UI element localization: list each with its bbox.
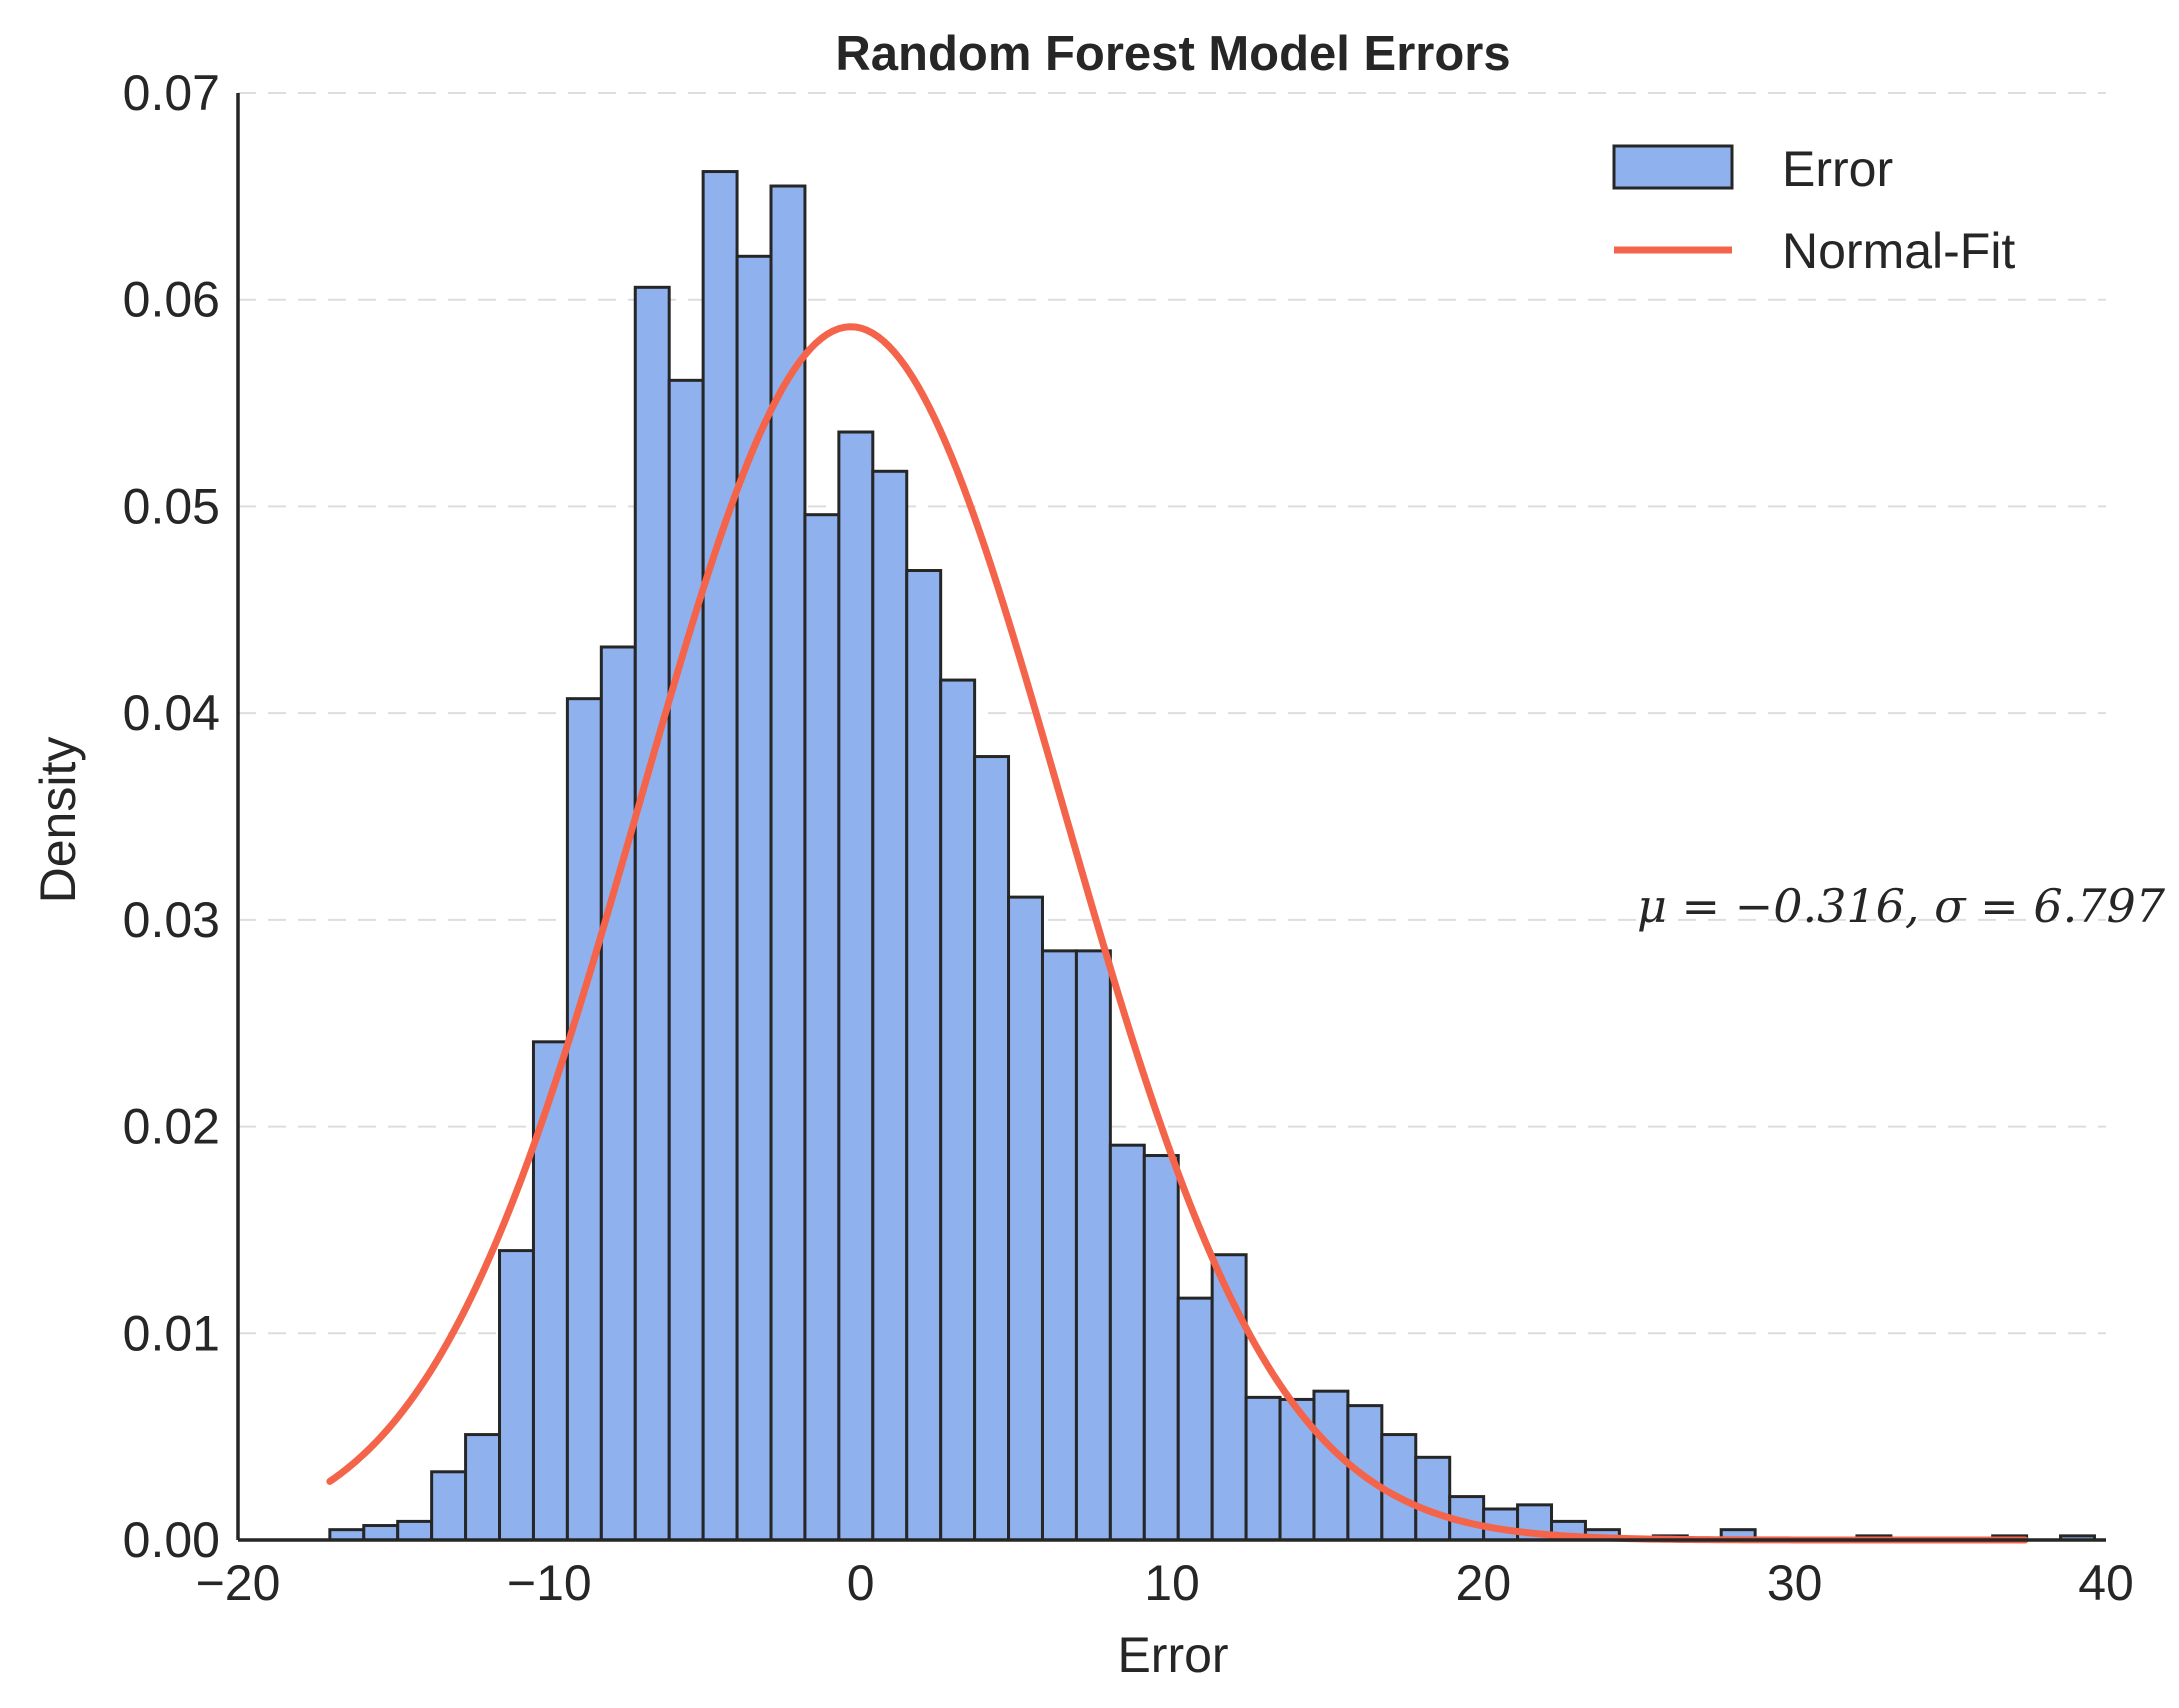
y-tick-label: 0.03 bbox=[123, 892, 220, 948]
x-tick-labels: −20 −10 0 10 20 30 40 bbox=[196, 1555, 2134, 1611]
legend-swatch-error bbox=[1612, 144, 1734, 190]
x-tick-label: 40 bbox=[2078, 1555, 2134, 1611]
histogram-bar bbox=[871, 469, 909, 1542]
y-axis-label: Density bbox=[30, 737, 86, 904]
y-tick-label: 0.02 bbox=[123, 1099, 220, 1155]
fit-parameters-annotation: μ = −0.316, σ = 6.797 bbox=[1637, 879, 2166, 933]
histogram-bar bbox=[1278, 1397, 1316, 1542]
histogram-bar bbox=[464, 1433, 502, 1542]
histogram-bar bbox=[362, 1524, 400, 1542]
x-tick-label: 10 bbox=[1144, 1555, 1200, 1611]
histogram-bar bbox=[837, 430, 875, 1542]
y-tick-label: 0.01 bbox=[123, 1305, 220, 1361]
histogram-bar bbox=[1007, 895, 1044, 1542]
histogram-bar bbox=[769, 184, 807, 1542]
y-tick-label: 0.04 bbox=[123, 685, 220, 741]
histogram-bar bbox=[667, 378, 705, 1542]
y-tick-label: 0.06 bbox=[123, 272, 220, 328]
histogram-bar bbox=[531, 1040, 569, 1542]
y-tick-label: 0.00 bbox=[123, 1512, 220, 1568]
x-tick-label: −20 bbox=[196, 1555, 281, 1611]
histogram-bar bbox=[905, 569, 943, 1542]
y-tick-labels: 0.00 0.01 0.02 0.03 0.04 0.05 0.06 0.07 bbox=[123, 65, 220, 1568]
histogram-bar bbox=[973, 755, 1011, 1542]
histogram-bar bbox=[1142, 1154, 1180, 1542]
histogram-bar bbox=[430, 1470, 468, 1542]
histogram-bars bbox=[328, 170, 2096, 1542]
histogram-bar bbox=[939, 678, 977, 1542]
histogram-bar bbox=[1414, 1455, 1452, 1542]
axes bbox=[236, 93, 2106, 1542]
histogram-bar bbox=[565, 697, 603, 1542]
histogram-bar bbox=[803, 513, 841, 1542]
x-tick-label: −10 bbox=[507, 1555, 592, 1611]
x-tick-label: 30 bbox=[1767, 1555, 1823, 1611]
legend: Error Normal-Fit bbox=[1612, 141, 2015, 279]
histogram-bar bbox=[1244, 1395, 1282, 1542]
histogram-bar bbox=[1074, 949, 1112, 1542]
x-tick-label: 20 bbox=[1456, 1555, 1512, 1611]
histogram-bar bbox=[396, 1519, 434, 1542]
histogram-bar bbox=[1312, 1389, 1350, 1542]
histogram-bar bbox=[633, 285, 671, 1542]
chart-title: Random Forest Model Errors bbox=[835, 27, 1510, 81]
histogram-bar bbox=[701, 170, 739, 1542]
histogram-bar bbox=[1108, 1143, 1146, 1542]
histogram-bar bbox=[1176, 1296, 1214, 1542]
x-tick-label: 0 bbox=[847, 1555, 875, 1611]
histogram-bar bbox=[1040, 949, 1078, 1542]
y-tick-label: 0.05 bbox=[123, 478, 220, 534]
histogram-bar bbox=[498, 1249, 535, 1542]
x-axis-label: Error bbox=[1117, 1627, 1228, 1683]
y-tick-label: 0.07 bbox=[123, 65, 220, 121]
histogram-bar bbox=[599, 645, 637, 1542]
legend-label-error: Error bbox=[1782, 141, 1893, 197]
legend-label-normal-fit: Normal-Fit bbox=[1782, 223, 2015, 279]
